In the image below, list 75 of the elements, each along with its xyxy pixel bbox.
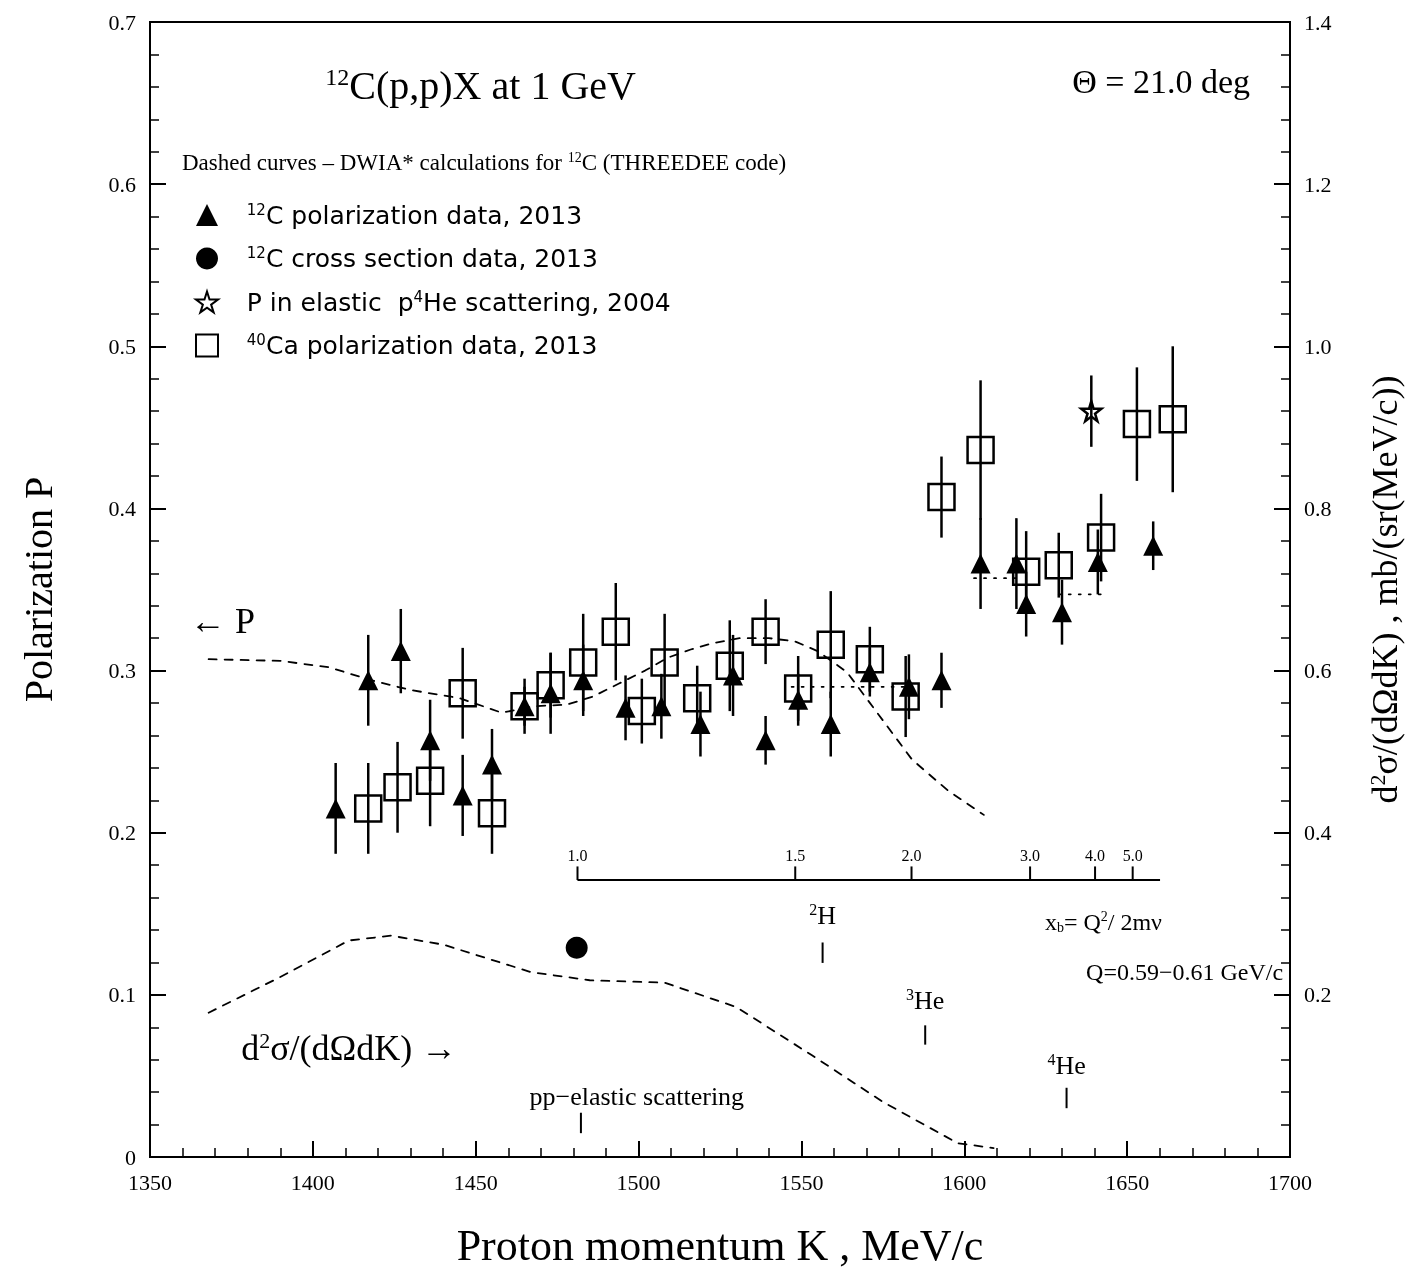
point [415,766,445,796]
y2-tick-label: 1.2 [1304,171,1332,197]
point [477,799,507,828]
point [601,617,631,646]
annotation: 5.0 [1122,846,1143,864]
annotation: Q=0.59−0.61 GeV/c [1086,958,1284,985]
annotation: 4.0 [1085,846,1106,864]
x-tick-label: 1500 [616,1169,661,1195]
point [452,785,473,806]
annotation: ← P [189,601,255,642]
y-axis-title: Polarization P [15,476,61,703]
y-tick-label: 0.7 [108,9,136,35]
x-tick-label: 1700 [1268,1169,1312,1195]
point [820,714,841,735]
x-tick-label: 1650 [1105,1169,1150,1195]
point [482,754,502,775]
point [855,644,885,674]
point [536,670,565,700]
point [1122,409,1152,439]
y2-tick-label: 0.2 [1304,982,1332,1008]
point [650,648,679,677]
y-tick-label: 0.5 [108,333,136,359]
point [966,435,995,465]
point [1011,557,1041,586]
point [690,714,711,735]
y2-tick-label: 1.0 [1304,333,1332,359]
y2-axis-title: d2σ/(dΩdK) , mb/(sr(MeV/c)) [1364,375,1405,804]
x-tick-label: 1350 [128,1169,172,1195]
y2-tick-label: 0.8 [1304,495,1332,521]
point [353,794,383,823]
point [1087,551,1108,572]
y2-tick-label: 0.4 [1304,820,1332,846]
point [420,730,441,751]
annotation: 2.0 [901,846,922,864]
point [751,617,780,646]
point [931,670,952,691]
point [325,798,346,819]
y-tick-label: 0.4 [108,495,136,521]
annotation: 3.0 [1020,846,1041,864]
point [383,773,412,802]
annotation: pp−elastic scattering [529,1082,745,1112]
point [927,482,956,512]
x-tick-label: 1400 [290,1169,335,1195]
point [715,651,745,680]
point [1158,405,1187,434]
point [358,670,379,691]
annotation: 1.5 [785,846,806,864]
point [682,683,712,713]
point [1052,602,1072,623]
point [1044,550,1073,580]
annotation: 1.0 [567,846,588,864]
annotation: Θ = 21.0 deg [1072,62,1251,100]
point [627,696,657,726]
point [1086,523,1116,552]
x-tick-label: 1550 [779,1169,824,1195]
point [970,553,991,574]
x-axis-title: Proton momentum K , MeV/c [456,1220,984,1270]
y-tick-label: 0.6 [108,171,136,197]
y-tick-label: 0.3 [108,658,136,684]
point [448,679,477,708]
point [891,682,920,711]
y-tick-label: 0.1 [108,982,136,1008]
point [783,674,813,703]
x-tick-label: 1600 [942,1169,987,1195]
point [568,648,598,677]
y-tick-label: 0.2 [108,820,136,846]
point [390,641,411,662]
point [755,730,776,751]
point [1016,594,1037,615]
x-tick-label: 1450 [453,1169,498,1195]
y2-tick-label: 1.4 [1304,9,1332,35]
y-tick-label: 0 [125,1144,136,1170]
point [816,630,845,659]
point [1143,535,1164,556]
y2-tick-label: 0.6 [1304,658,1332,684]
